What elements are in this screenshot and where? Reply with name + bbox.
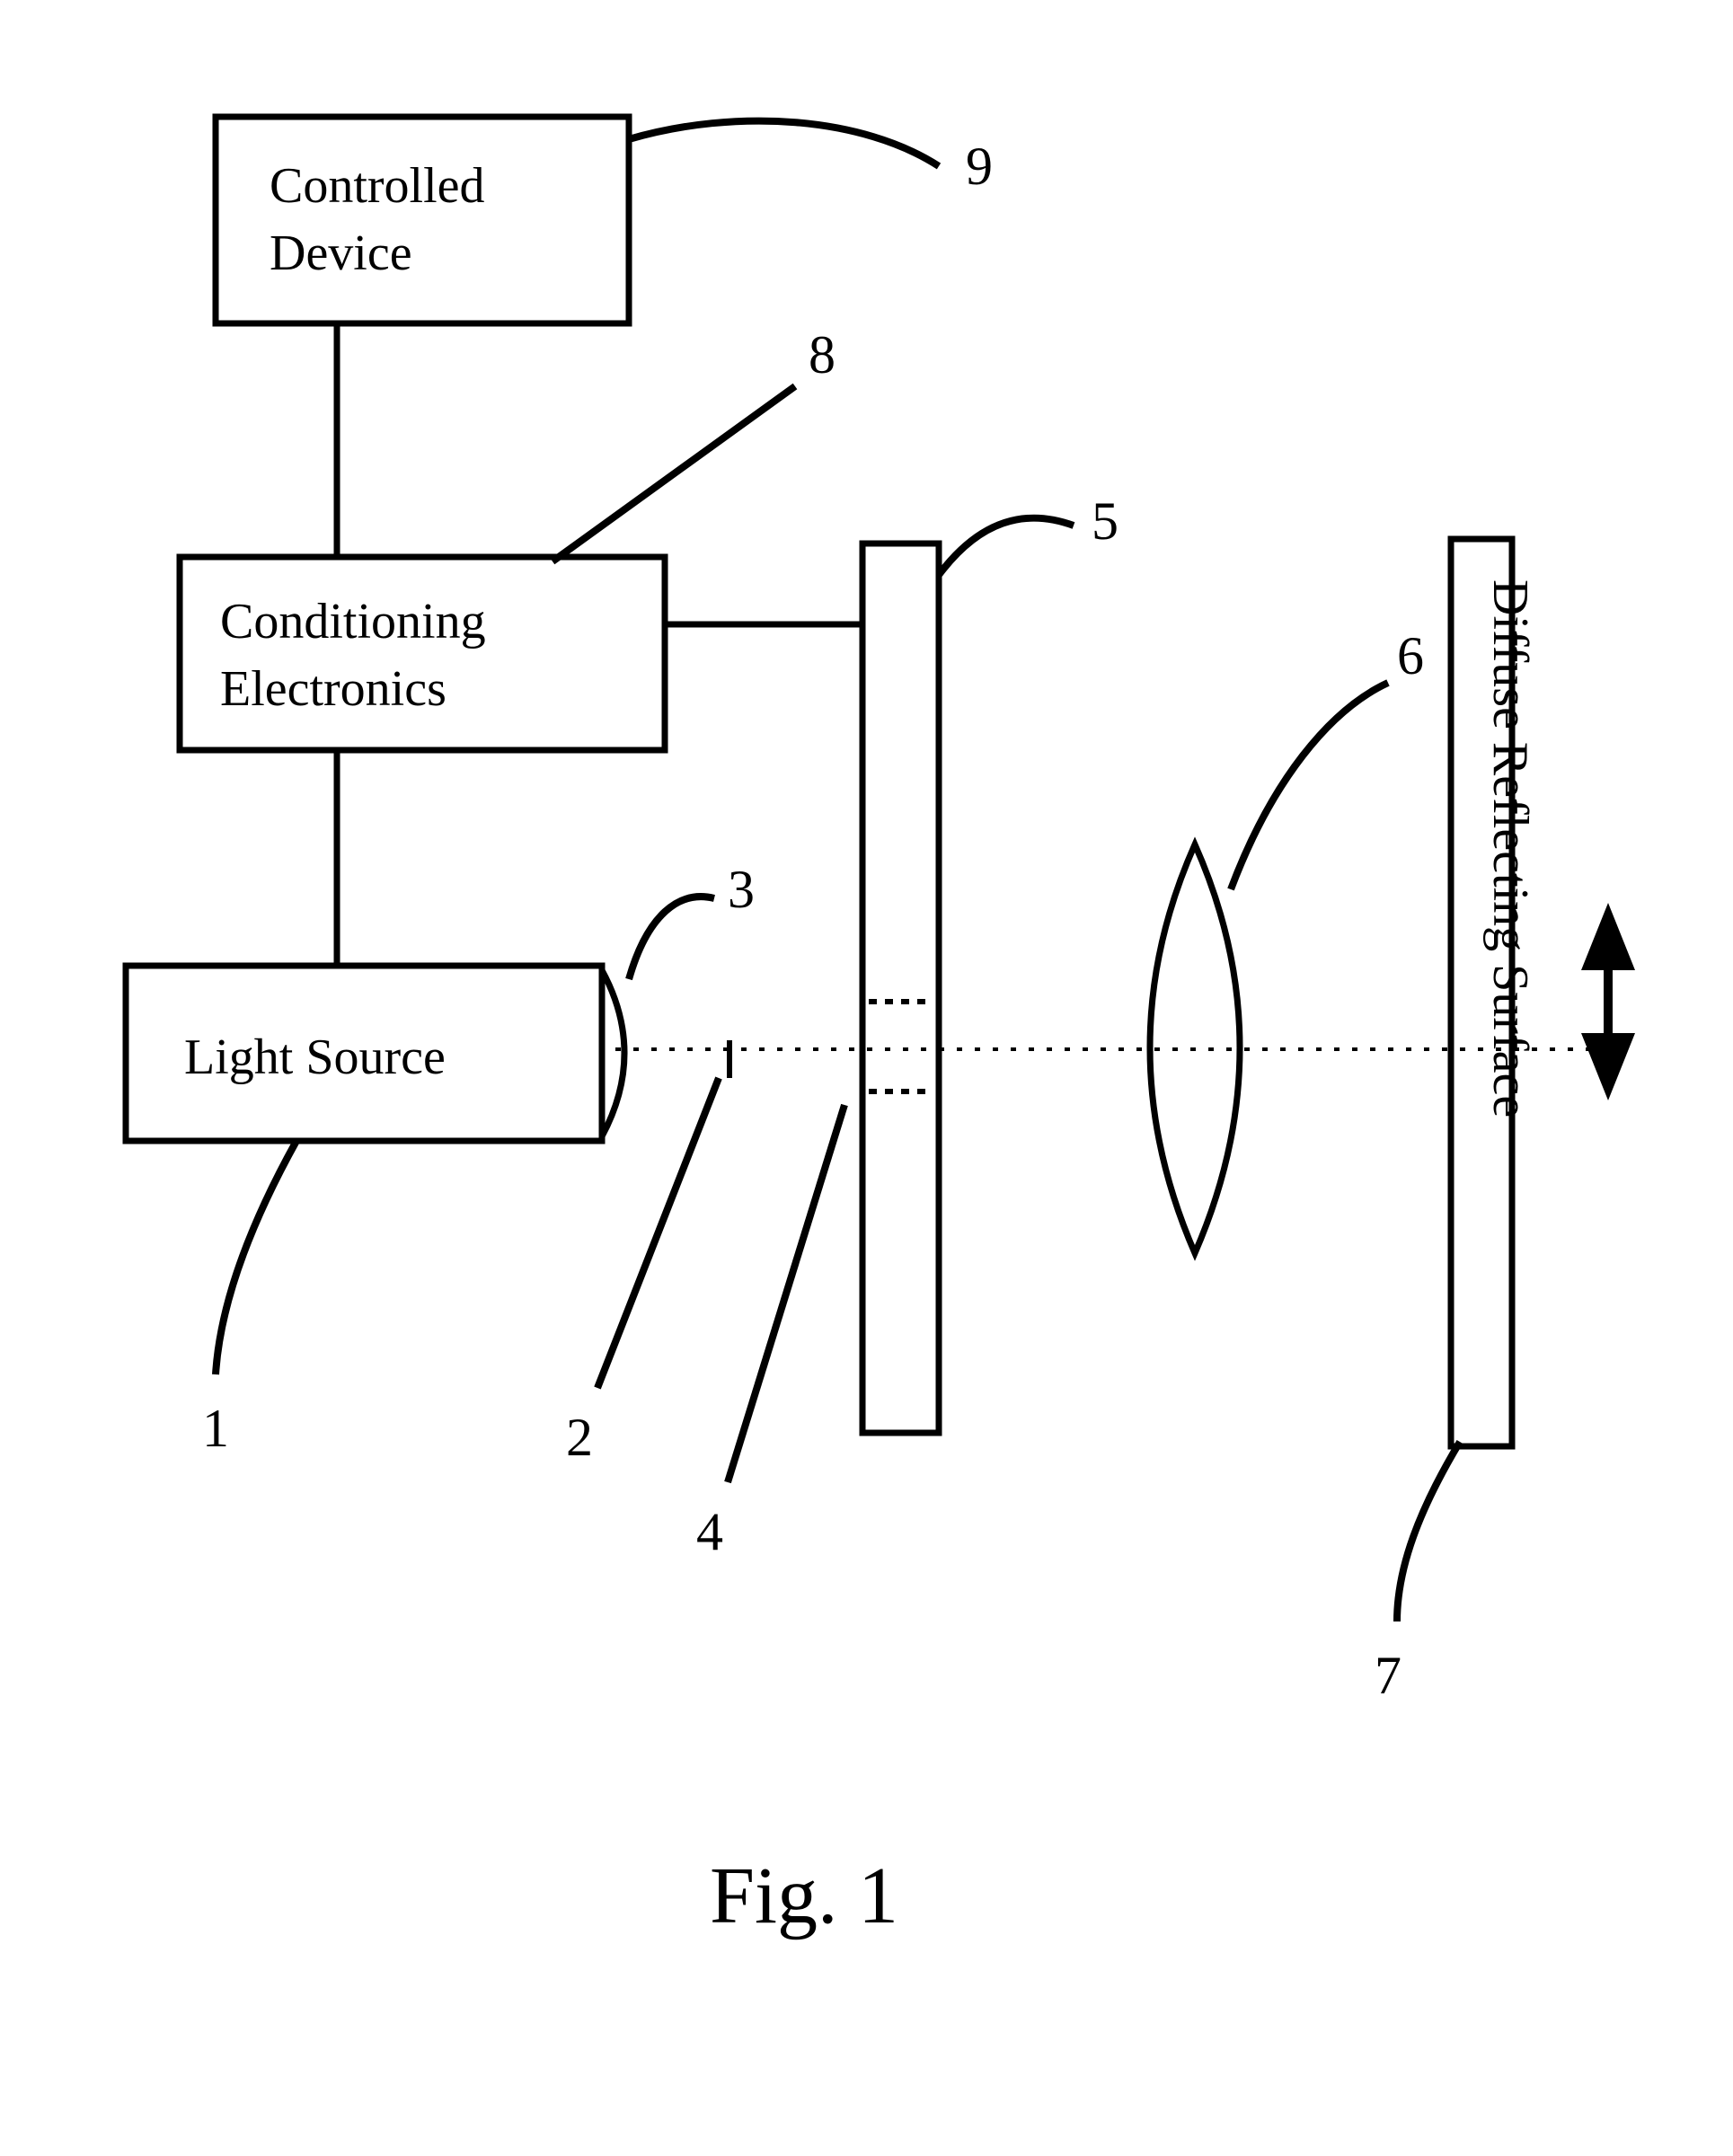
light-source-label: Light Source bbox=[184, 1029, 446, 1085]
callout-number-4: 4 bbox=[696, 1502, 723, 1561]
callout-number-8: 8 bbox=[809, 325, 836, 384]
detector-element bbox=[862, 543, 939, 1433]
callout-curve-6 bbox=[1231, 683, 1388, 889]
conditioning-electronics-box: Conditioning Electronics bbox=[180, 557, 665, 750]
callout-number-2: 2 bbox=[566, 1408, 593, 1467]
callout-number-6: 6 bbox=[1397, 626, 1424, 685]
diffuse-reflecting-surface-label: Diffuse Reflecting Surface bbox=[1482, 579, 1538, 1118]
callout-curve-9 bbox=[629, 121, 939, 166]
callout-number-1: 1 bbox=[202, 1399, 229, 1458]
callout-number-9: 9 bbox=[966, 137, 993, 196]
motion-double-arrow-icon bbox=[1581, 903, 1635, 1100]
light-source-emitter-arc bbox=[602, 970, 624, 1136]
callout-curve-1 bbox=[216, 1141, 296, 1374]
figure-1-diagram: Controlled Device Conditioning Electroni… bbox=[0, 0, 1733, 2156]
conditioning-electronics-label-1: Conditioning bbox=[220, 594, 486, 649]
diffuse-reflecting-surface: Diffuse Reflecting Surface bbox=[1451, 539, 1538, 1446]
light-source-box: Light Source bbox=[126, 966, 624, 1141]
callout-curve-8 bbox=[553, 386, 795, 561]
callout-number-5: 5 bbox=[1092, 491, 1118, 551]
callout-curve-5 bbox=[939, 518, 1074, 575]
figure-caption: Fig. 1 bbox=[710, 1851, 898, 1940]
callout-curve-7 bbox=[1397, 1442, 1460, 1621]
controlled-device-label-2: Device bbox=[270, 225, 412, 281]
callout-curve-4 bbox=[728, 1105, 844, 1482]
callout-number-7: 7 bbox=[1375, 1646, 1401, 1705]
callout-number-3: 3 bbox=[728, 860, 755, 919]
controlled-device-label-1: Controlled bbox=[270, 158, 485, 214]
callout-curve-2 bbox=[597, 1078, 719, 1388]
conditioning-electronics-label-2: Electronics bbox=[220, 661, 447, 717]
controlled-device-box: Controlled Device bbox=[216, 117, 629, 323]
callout-curve-3 bbox=[629, 897, 714, 979]
